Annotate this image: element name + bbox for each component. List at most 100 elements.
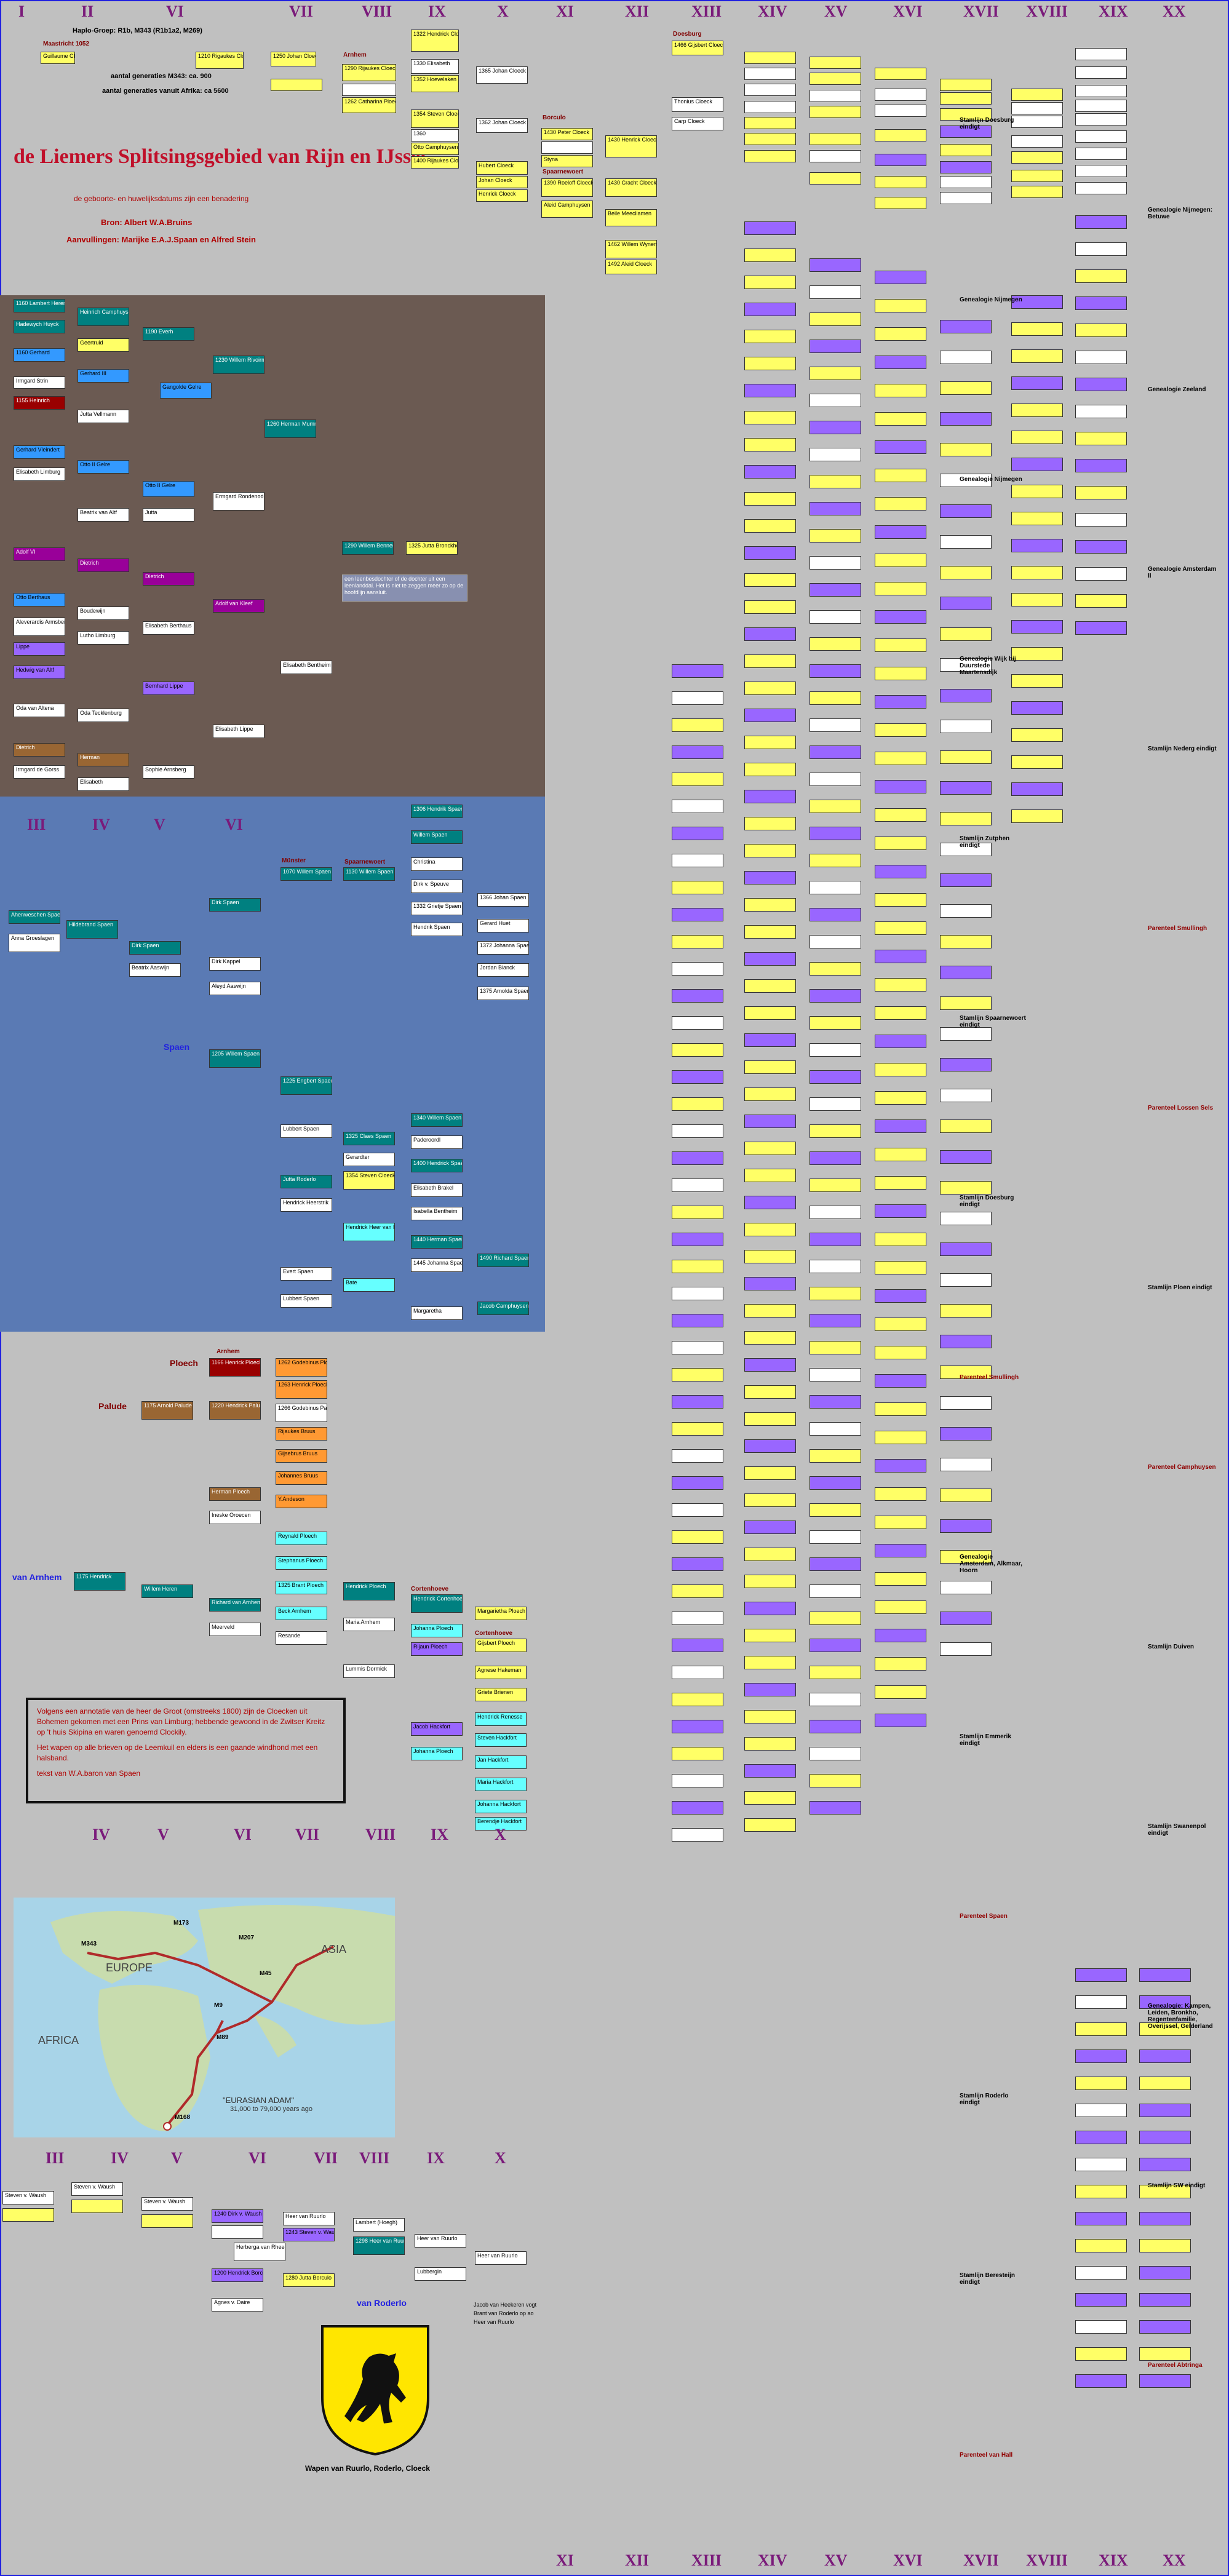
person-box[interactable]: Margarietha Ploech <box>475 1607 527 1620</box>
person-box[interactable]: Isabella Bentheim <box>411 1207 463 1220</box>
person-box[interactable] <box>875 469 926 482</box>
person-box[interactable] <box>875 1204 926 1218</box>
person-box[interactable] <box>809 133 861 145</box>
person-box[interactable] <box>1011 403 1063 417</box>
person-box[interactable]: 1322 Hendrick Cloeck <box>411 30 459 52</box>
person-box[interactable] <box>672 1747 723 1760</box>
person-box[interactable]: Dietrich <box>14 743 65 757</box>
person-box[interactable]: Willem Spaen <box>411 830 463 844</box>
person-box[interactable] <box>875 1318 926 1331</box>
person-box[interactable] <box>744 1710 796 1723</box>
person-box[interactable] <box>875 893 926 907</box>
person-box[interactable]: Johanna Ploech <box>411 1747 463 1760</box>
person-box[interactable] <box>744 898 796 912</box>
person-box[interactable]: Ineske Oroecen <box>209 1511 261 1524</box>
person-box[interactable] <box>809 106 861 118</box>
person-box[interactable] <box>809 773 861 786</box>
person-box[interactable] <box>940 1027 992 1041</box>
person-box[interactable] <box>940 658 992 672</box>
person-box[interactable]: Otto Berthaus <box>14 593 65 606</box>
person-box[interactable] <box>940 1335 992 1348</box>
person-box[interactable] <box>744 925 796 939</box>
person-box[interactable] <box>744 1629 796 1642</box>
person-box[interactable] <box>875 1148 926 1161</box>
person-box[interactable]: Johanna Hackfort <box>475 1800 527 1813</box>
person-box[interactable] <box>940 1089 992 1102</box>
person-box[interactable] <box>541 141 593 154</box>
person-box[interactable] <box>744 1412 796 1426</box>
person-box[interactable] <box>744 1493 796 1507</box>
person-box[interactable] <box>1075 2293 1127 2307</box>
person-box[interactable]: Evert Spaen <box>280 1267 332 1281</box>
person-box[interactable] <box>809 1206 861 1219</box>
person-box[interactable]: Hendrick Renesse <box>475 1712 527 1726</box>
person-box[interactable]: Lubbergin <box>415 2267 466 2281</box>
person-box[interactable] <box>1075 66 1127 79</box>
person-box[interactable]: Hendrick Ploech <box>343 1582 395 1600</box>
person-box[interactable] <box>940 1519 992 1533</box>
person-box[interactable]: Dietrich <box>143 572 194 586</box>
person-box[interactable] <box>940 781 992 795</box>
person-box[interactable]: Steven v. Waush <box>2 2191 54 2204</box>
person-box[interactable] <box>1011 620 1063 634</box>
person-box[interactable] <box>809 854 861 867</box>
person-box[interactable] <box>1075 215 1127 229</box>
person-box[interactable]: 1325 Claes Spaen <box>343 1132 395 1145</box>
person-box[interactable] <box>744 1196 796 1209</box>
person-box[interactable]: Hendrick Heer van Ruurlo <box>343 1223 395 1241</box>
person-box[interactable] <box>1075 432 1127 445</box>
person-box[interactable]: Rijaun Ploech <box>411 1642 463 1656</box>
person-box[interactable] <box>1075 324 1127 337</box>
person-box[interactable] <box>875 752 926 765</box>
person-box[interactable] <box>744 68 796 80</box>
person-box[interactable] <box>1139 2131 1191 2144</box>
person-box[interactable]: Jan Hackfort <box>475 1755 527 1769</box>
person-box[interactable]: 1430 Cracht Cloeck <box>605 178 657 197</box>
person-box[interactable] <box>342 84 396 96</box>
person-box[interactable] <box>744 357 796 370</box>
person-box[interactable] <box>875 299 926 312</box>
person-box[interactable]: Steven v. Waush <box>71 2182 123 2196</box>
person-box[interactable] <box>809 57 861 69</box>
person-box[interactable] <box>1011 102 1063 114</box>
person-box[interactable] <box>809 1341 861 1354</box>
person-box[interactable] <box>1075 378 1127 391</box>
person-box[interactable]: 1325 Jutta Bronckhorst <box>406 541 458 555</box>
person-box[interactable]: Heinrich Camphuysen <box>78 308 129 326</box>
person-box[interactable]: Stephanus Ploech <box>276 1556 327 1570</box>
person-box[interactable]: Richard van Arnhem <box>209 1598 261 1612</box>
person-box[interactable]: Johanna Ploech <box>411 1624 463 1637</box>
person-box[interactable] <box>744 84 796 96</box>
person-box[interactable]: 1375 Arnolda Spaen <box>477 987 529 1000</box>
person-box[interactable] <box>809 1124 861 1138</box>
person-box[interactable] <box>1075 165 1127 177</box>
person-box[interactable] <box>940 1581 992 1594</box>
person-box[interactable] <box>809 1368 861 1381</box>
person-box[interactable] <box>809 502 861 515</box>
person-box[interactable] <box>672 1016 723 1030</box>
person-box[interactable]: Beile Meecliamen <box>605 209 657 226</box>
person-box[interactable] <box>744 1304 796 1318</box>
person-box[interactable]: 1340 Willem Spaen <box>411 1113 463 1127</box>
person-box[interactable] <box>1075 540 1127 554</box>
person-box[interactable]: Otto II Gelre <box>78 460 129 474</box>
person-box[interactable] <box>744 1466 796 1480</box>
person-box[interactable] <box>875 1685 926 1699</box>
person-box[interactable] <box>672 962 723 976</box>
person-box[interactable]: 1362 Johan Cloeck <box>476 118 528 133</box>
person-box[interactable] <box>875 271 926 284</box>
person-box[interactable]: 1175 Arnold Palude <box>141 1401 193 1420</box>
person-box[interactable] <box>672 908 723 921</box>
person-box[interactable] <box>809 637 861 651</box>
person-box[interactable]: Lubbert Spaen <box>280 1294 332 1308</box>
person-box[interactable] <box>672 800 723 813</box>
person-box[interactable]: Christina <box>411 857 463 871</box>
person-box[interactable]: Adolf van Kleef <box>213 599 264 613</box>
person-box[interactable] <box>672 827 723 840</box>
person-box[interactable] <box>744 411 796 424</box>
person-box[interactable] <box>1011 512 1063 525</box>
person-box[interactable] <box>744 492 796 506</box>
person-box[interactable] <box>744 133 796 145</box>
person-box[interactable] <box>1075 48 1127 60</box>
person-box[interactable]: Carp Cloeck <box>672 117 723 130</box>
